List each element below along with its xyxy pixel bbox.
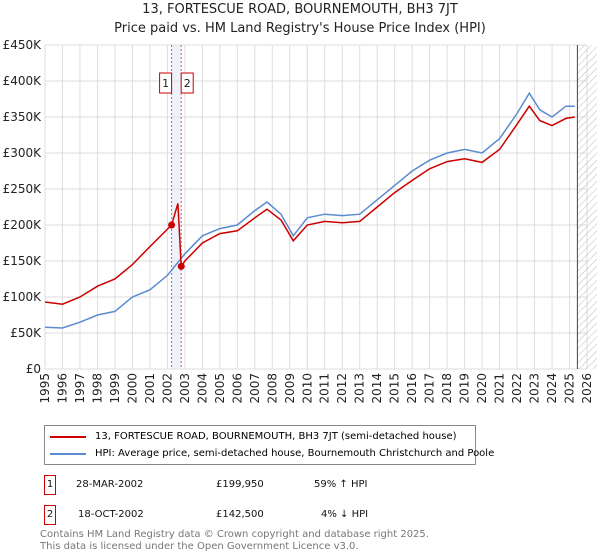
x-tick-label: 2009 [283, 373, 297, 404]
sale-price: £199,950 [216, 479, 264, 490]
x-tick-label: 2011 [318, 373, 332, 404]
sale-hpi: 4% ↓ HPI [321, 509, 369, 520]
footer-line: This data is licensed under the Open Gov… [40, 541, 359, 552]
x-tick-label: 2018 [440, 373, 454, 404]
x-tick-label: 2003 [178, 373, 192, 404]
x-tick-label: 2013 [353, 373, 367, 404]
x-tick-label: 2016 [405, 373, 419, 404]
x-tick-label: 2006 [230, 373, 244, 404]
x-tick-label: 2008 [265, 373, 279, 404]
x-tick-label: 2023 [528, 373, 542, 404]
y-tick-label: £0 [26, 362, 41, 376]
x-tick-label: 2026 [580, 373, 594, 404]
y-tick-label: £200K [3, 218, 43, 232]
chart-title: 13, FORTESCUE ROAD, BOURNEMOUTH, BH3 7JT [142, 2, 458, 17]
y-tick-label: £150K [3, 254, 43, 268]
x-tick-label: 2007 [248, 373, 262, 404]
y-tick-label: £50K [10, 326, 42, 340]
x-tick-label: 2024 [545, 373, 559, 404]
x-tick-label: 2010 [300, 373, 314, 404]
x-tick-label: 2015 [388, 373, 402, 404]
x-tick-label: 2017 [423, 373, 437, 404]
footer: Contains HM Land Registry data © Crown c… [40, 529, 429, 553]
x-tick-label: 2000 [125, 373, 139, 404]
y-tick-label: £250K [3, 182, 43, 196]
sale-label: 1 [162, 77, 169, 90]
y-tick-label: £350K [3, 110, 43, 124]
y-tick-label: £400K [3, 74, 43, 88]
x-tick-label: 2002 [160, 373, 174, 404]
y-tick-label: £300K [3, 146, 43, 160]
x-tick-label: 1999 [108, 373, 122, 404]
legend-label-hpi: HPI: Average price, semi-detached house,… [95, 448, 495, 459]
x-tick-label: 1998 [90, 373, 104, 404]
legend-swatch-property [50, 435, 86, 438]
x-tick-label: 2001 [143, 373, 157, 404]
x-tick-label: 2025 [563, 373, 577, 404]
x-tick-label: 1996 [55, 373, 69, 404]
x-tick-label: 2004 [195, 373, 209, 404]
sale-price: £142,500 [216, 509, 264, 520]
sale-row-1: 1 28-MAR-2002 £199,950 59% ↑ HPI [44, 475, 444, 495]
chart-subtitle: Price paid vs. HM Land Registry's House … [114, 21, 486, 36]
footer-line: Contains HM Land Registry data © Crown c… [40, 529, 429, 540]
x-tick-label: 2022 [510, 373, 524, 404]
sale-marker-box: 2 [44, 505, 56, 525]
sale-marker-box: 1 [44, 475, 56, 495]
sale-label-box [159, 72, 173, 94]
x-tick-label: 2020 [475, 373, 489, 404]
x-tick-label: 1995 [38, 373, 52, 404]
sale-date: 18-OCT-2002 [78, 509, 144, 520]
sale-label-box [180, 72, 194, 94]
legend: 13, FORTESCUE ROAD, BOURNEMOUTH, BH3 7JT… [44, 425, 494, 465]
legend-swatch-hpi [50, 452, 86, 455]
x-tick-label: 2021 [493, 373, 507, 404]
sale-date: 28-MAR-2002 [76, 479, 144, 490]
sale-point [168, 221, 176, 229]
legend-label-property: 13, FORTESCUE ROAD, BOURNEMOUTH, BH3 7JT… [95, 431, 457, 442]
sale-label: 2 [184, 77, 191, 90]
sale-point [177, 262, 185, 270]
x-tick-label: 2005 [213, 373, 227, 404]
x-tick-label: 1997 [73, 373, 87, 404]
plot-area: 1995 1996 1997 1998 1999 2000 2001 2002 2003 2004… [3, 38, 597, 404]
x-tick-label: 2019 [458, 373, 472, 404]
y-tick-label: £100K [3, 290, 43, 304]
x-tick-label: 2014 [370, 373, 384, 404]
y-tick-label: £450K [3, 38, 43, 52]
x-tick-label: 2012 [335, 373, 349, 404]
sale-row-2: 2 18-OCT-2002 £142,500 4% ↓ HPI [44, 505, 444, 525]
series-line [44, 104, 575, 305]
future-hatch [577, 45, 597, 369]
series-line [44, 91, 575, 329]
sale-hpi: 59% ↑ HPI [314, 479, 368, 490]
